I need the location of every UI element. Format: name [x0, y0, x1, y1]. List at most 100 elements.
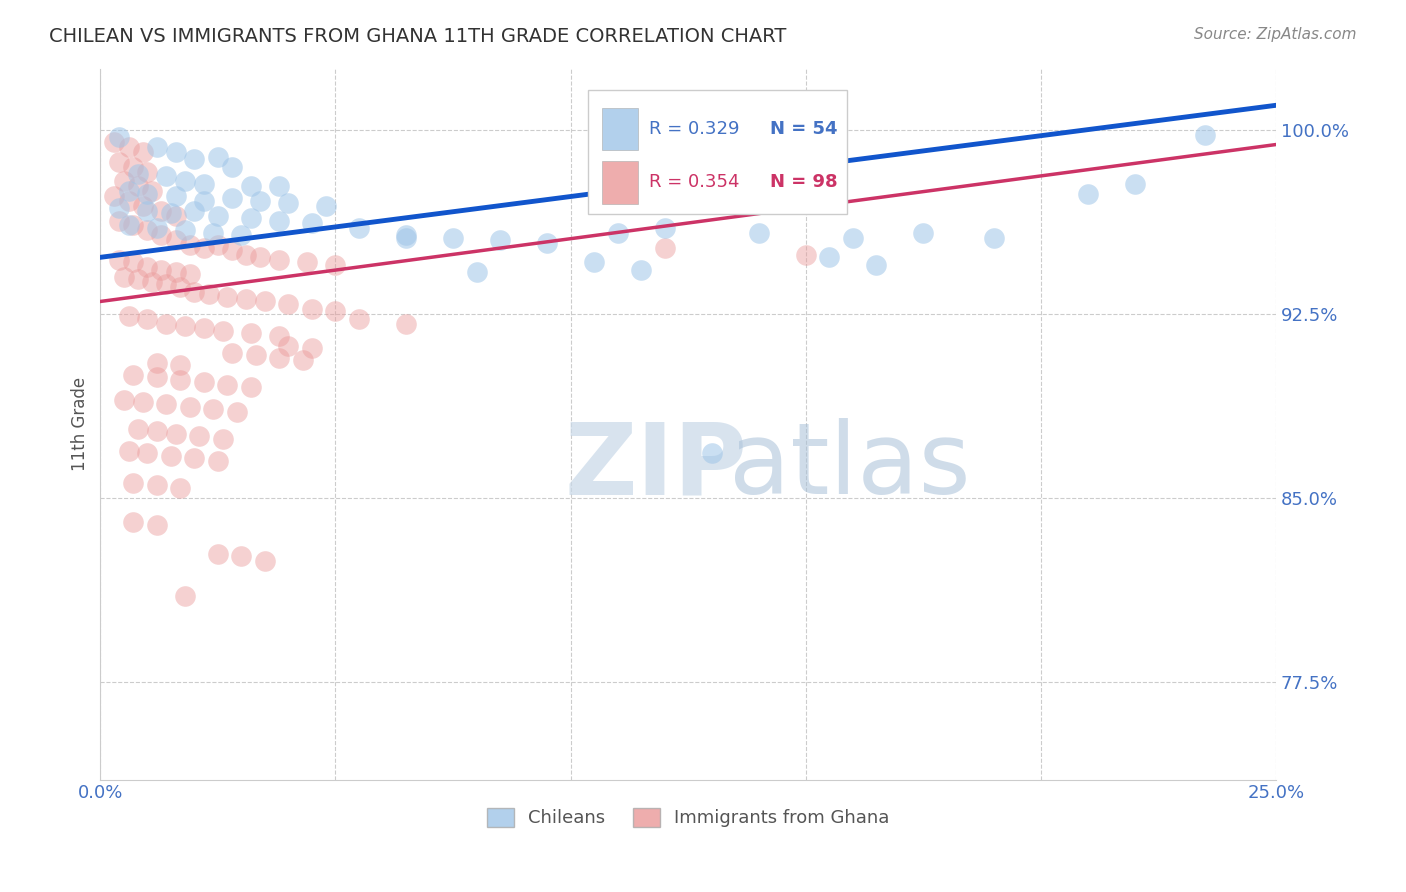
Text: Source: ZipAtlas.com: Source: ZipAtlas.com: [1194, 27, 1357, 42]
Point: [165, 426, 187, 441]
Point: [193, 240, 215, 254]
Point: [174, 223, 197, 237]
Point: [253, 294, 276, 309]
Point: [207, 150, 229, 164]
Point: [536, 235, 558, 250]
Point: [221, 160, 243, 174]
Point: [441, 230, 464, 244]
Point: [583, 255, 606, 269]
Point: [235, 248, 257, 262]
Point: [146, 220, 169, 235]
Point: [395, 317, 418, 331]
Point: [465, 265, 488, 279]
Point: [794, 248, 817, 262]
Point: [239, 380, 262, 394]
Text: atlas: atlas: [730, 418, 972, 516]
Point: [630, 262, 652, 277]
Point: [267, 179, 290, 194]
Text: R = 0.329: R = 0.329: [650, 120, 740, 138]
Point: [197, 287, 219, 301]
Point: [169, 373, 191, 387]
Point: [146, 356, 169, 370]
Point: [127, 422, 149, 436]
Point: [112, 392, 135, 407]
Point: [297, 255, 319, 269]
Point: [267, 351, 290, 365]
Point: [108, 130, 131, 145]
Point: [160, 449, 183, 463]
Point: [217, 377, 239, 392]
Point: [103, 135, 125, 149]
Point: [122, 515, 145, 529]
Point: [179, 268, 201, 282]
Point: [245, 348, 267, 362]
Point: [150, 228, 173, 243]
Point: [183, 285, 205, 299]
Point: [267, 328, 290, 343]
Point: [347, 311, 370, 326]
Point: [912, 226, 935, 240]
Point: [136, 203, 159, 218]
Point: [146, 370, 169, 384]
Point: [146, 140, 169, 154]
Point: [211, 432, 233, 446]
Point: [818, 250, 841, 264]
Point: [183, 203, 205, 218]
Point: [1077, 186, 1099, 201]
Point: [131, 145, 153, 159]
Point: [131, 199, 153, 213]
Point: [193, 321, 215, 335]
Point: [117, 444, 139, 458]
Point: [146, 478, 169, 492]
Point: [489, 233, 512, 247]
Point: [225, 405, 247, 419]
Point: [231, 228, 253, 243]
Point: [221, 243, 243, 257]
Point: [108, 252, 131, 267]
Text: R = 0.354: R = 0.354: [650, 173, 740, 191]
Point: [211, 324, 233, 338]
FancyBboxPatch shape: [588, 90, 846, 214]
Point: [136, 223, 159, 237]
Point: [193, 376, 215, 390]
Point: [249, 194, 271, 208]
Point: [235, 292, 257, 306]
Point: [249, 250, 271, 264]
Point: [207, 238, 229, 252]
Point: [221, 192, 243, 206]
Point: [325, 258, 347, 272]
Point: [842, 230, 865, 244]
Point: [136, 311, 159, 326]
Point: [207, 547, 229, 561]
Point: [1194, 128, 1216, 142]
Point: [155, 169, 177, 184]
Point: [150, 262, 173, 277]
Point: [117, 309, 139, 323]
Point: [188, 429, 211, 443]
Point: [165, 209, 187, 223]
Point: [127, 272, 149, 286]
Point: [169, 358, 191, 372]
Point: [169, 279, 191, 293]
Point: [131, 395, 153, 409]
Point: [301, 341, 323, 355]
Point: [136, 164, 159, 178]
Point: [347, 220, 370, 235]
Point: [146, 517, 169, 532]
Point: [150, 203, 173, 218]
Point: [315, 199, 337, 213]
Point: [122, 255, 145, 269]
Point: [122, 475, 145, 490]
Point: [165, 265, 187, 279]
Point: [165, 233, 187, 247]
Bar: [602, 108, 637, 150]
Point: [108, 154, 131, 169]
Legend: Chileans, Immigrants from Ghana: Chileans, Immigrants from Ghana: [479, 801, 897, 835]
Point: [193, 177, 215, 191]
Bar: [602, 161, 637, 203]
Point: [136, 260, 159, 274]
Point: [239, 326, 262, 341]
Point: [277, 297, 299, 311]
Point: [291, 353, 314, 368]
Point: [155, 277, 177, 292]
